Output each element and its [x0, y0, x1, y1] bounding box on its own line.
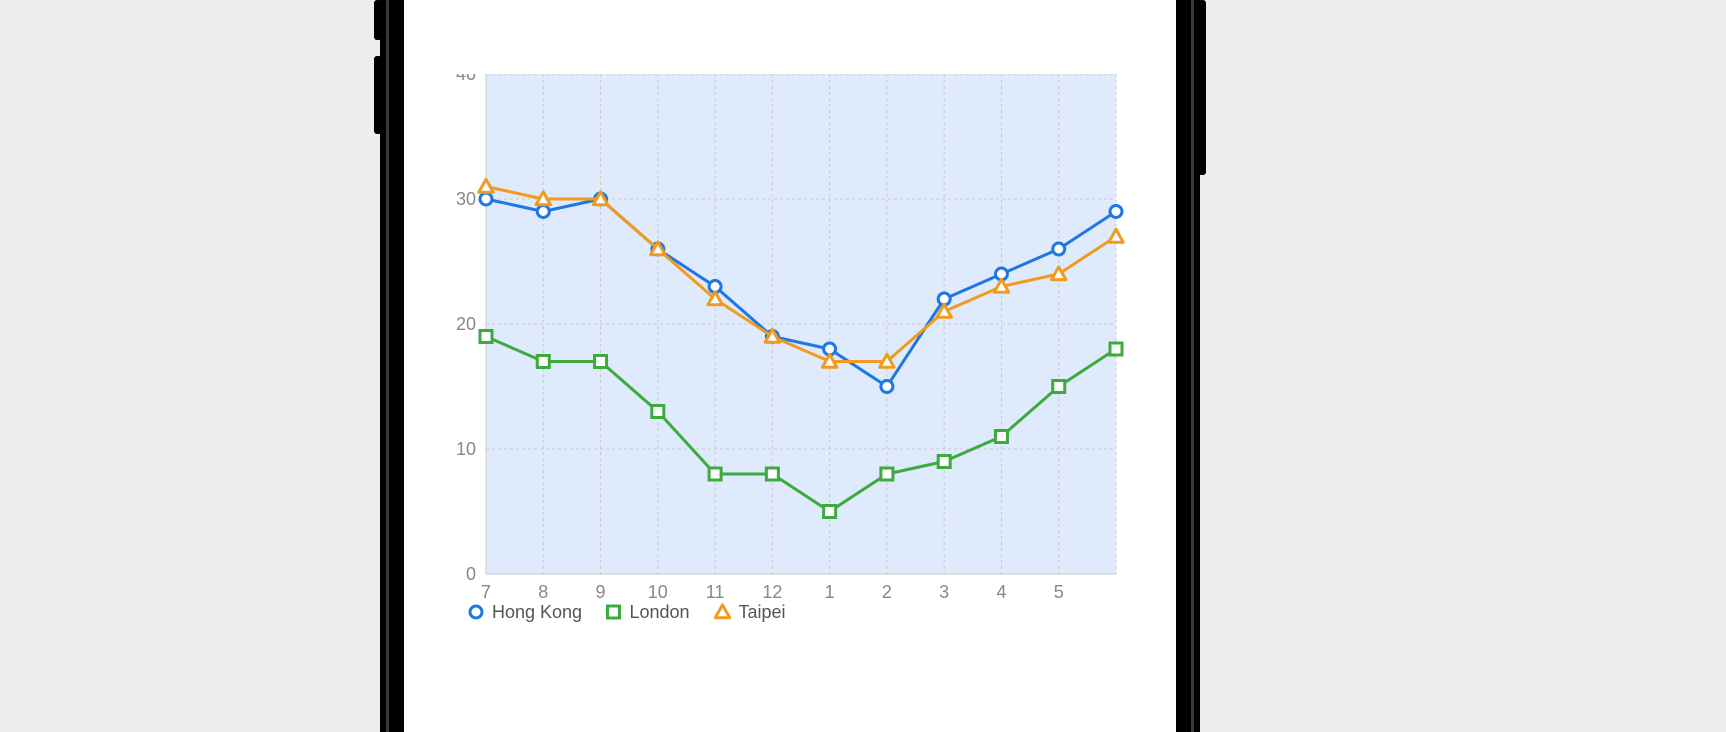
phone-side-button-mute	[374, 0, 382, 40]
marker-triangle	[715, 605, 729, 618]
phone-side-button-volume	[374, 56, 382, 134]
marker-square	[995, 431, 1007, 443]
y-axis-tick-label: 20	[456, 314, 476, 334]
legend-item[interactable]: Hong Kong	[470, 602, 582, 622]
marker-circle	[881, 381, 893, 393]
marker-square	[537, 356, 549, 368]
x-axis-tick-label: 3	[939, 582, 949, 602]
marker-circle	[537, 206, 549, 218]
marker-circle	[480, 193, 492, 205]
y-axis-tick-label: 40	[456, 74, 476, 84]
x-axis-tick-label: 11	[706, 582, 725, 602]
x-axis-tick-label: 1	[825, 582, 835, 602]
legend-item[interactable]: London	[608, 602, 690, 622]
marker-square	[595, 356, 607, 368]
y-axis-tick-label: 30	[456, 189, 476, 209]
phone-side-button-power	[1198, 0, 1206, 175]
marker-square	[652, 406, 664, 418]
marker-square	[480, 331, 492, 343]
marker-square	[608, 606, 620, 618]
chart-svg: 01020304078910111212345Hong KongLondonTa…	[444, 74, 1156, 644]
x-axis-tick-label: 7	[481, 582, 491, 602]
marker-square	[881, 468, 893, 480]
legend-label: London	[630, 602, 690, 622]
legend-label: Taipei	[739, 602, 786, 622]
y-axis-tick-label: 0	[466, 564, 476, 584]
x-axis-tick-label: 4	[996, 582, 1006, 602]
marker-square	[709, 468, 721, 480]
x-axis-tick-label: 10	[648, 582, 668, 602]
phone-frame: 01020304078910111212345Hong KongLondonTa…	[380, 0, 1200, 732]
marker-square	[938, 456, 950, 468]
marker-square	[1110, 343, 1122, 355]
phone-screen: 01020304078910111212345Hong KongLondonTa…	[404, 0, 1176, 732]
marker-square	[766, 468, 778, 480]
marker-circle	[1110, 206, 1122, 218]
temperature-line-chart: 01020304078910111212345Hong KongLondonTa…	[444, 74, 1156, 644]
x-axis-tick-label: 12	[762, 582, 782, 602]
marker-circle	[470, 606, 482, 618]
marker-square	[1053, 381, 1065, 393]
x-axis-tick-label: 8	[538, 582, 548, 602]
marker-circle	[1053, 243, 1065, 255]
x-axis-tick-label: 2	[882, 582, 892, 602]
legend-label: Hong Kong	[492, 602, 582, 622]
x-axis-tick-label: 5	[1054, 582, 1064, 602]
y-axis-tick-label: 10	[456, 439, 476, 459]
marker-square	[824, 506, 836, 518]
x-axis-tick-label: 9	[596, 582, 606, 602]
legend-item[interactable]: Taipei	[715, 602, 785, 622]
